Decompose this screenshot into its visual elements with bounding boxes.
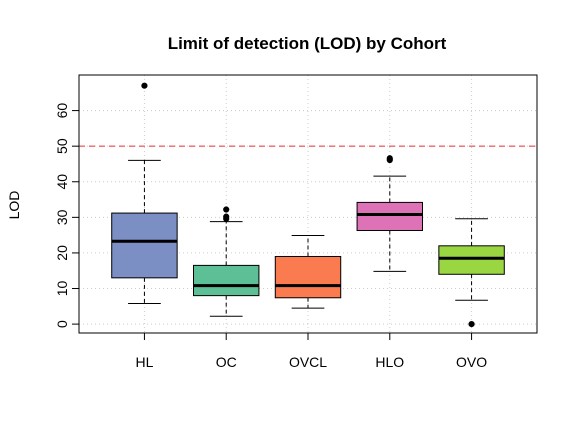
box-hlo: [356, 155, 424, 272]
y-tick-label: 10: [54, 281, 70, 297]
chart-title: Limit of detection (LOD) by Cohort: [168, 34, 447, 53]
y-tick-label: 0: [54, 320, 70, 328]
y-tick-label: 40: [54, 174, 70, 190]
box-oc: [193, 206, 260, 317]
boxes: [111, 82, 505, 328]
x-axis: HL OC OVCL HLO OVO: [135, 333, 487, 370]
box-hl: [111, 82, 178, 304]
box-iqr: [356, 201, 424, 232]
box-ovo: [438, 218, 505, 328]
x-tick-label: OVCL: [289, 354, 327, 370]
box-iqr: [438, 245, 505, 275]
outlier-point: [223, 206, 230, 213]
outlier-point: [223, 213, 230, 220]
y-tick-label: 50: [54, 138, 70, 154]
y-axis-label: LOD: [6, 191, 22, 220]
x-tick-label: OVO: [456, 354, 487, 370]
y-tick-label: 60: [54, 103, 70, 119]
box-ovcl: [274, 234, 342, 309]
outlier-point: [141, 82, 148, 89]
y-tick-label: 30: [54, 209, 70, 225]
y-axis: 0 10 20 30 40 50 60: [54, 103, 79, 328]
y-tick-label: 20: [54, 245, 70, 261]
box-iqr: [111, 212, 178, 279]
outlier-point: [386, 155, 393, 162]
outlier-point: [468, 321, 475, 328]
x-tick-label: HLO: [375, 354, 404, 370]
box-iqr: [193, 264, 260, 297]
box-iqr: [274, 255, 342, 299]
x-tick-label: HL: [135, 354, 153, 370]
x-tick-label: OC: [216, 354, 237, 370]
